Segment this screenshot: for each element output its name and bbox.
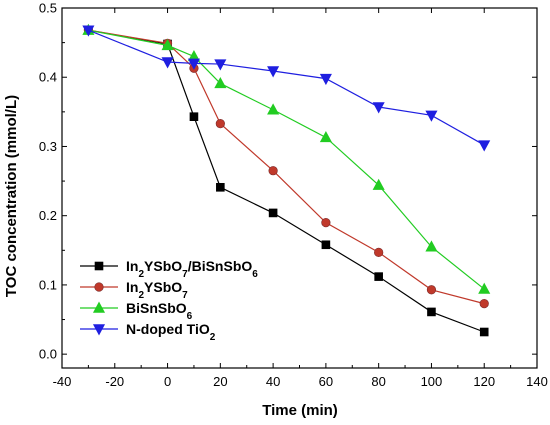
y-tick-label: 0.5 (39, 1, 57, 16)
data-point (478, 140, 491, 152)
legend: In2YSbO7/BiSnSbO6In2YSbO7BiSnSbO6N-doped… (80, 258, 258, 343)
y-axis: 0.0 0.1 0.2 0.3 0.4 0.5 (39, 1, 537, 362)
x-tick-label: 120 (473, 374, 495, 389)
data-point (216, 183, 225, 192)
x-tick-label: 20 (213, 374, 227, 389)
data-point (214, 59, 227, 71)
legend-marker (92, 301, 106, 313)
data-point (374, 247, 384, 257)
data-point (479, 299, 489, 309)
data-point (214, 77, 227, 89)
data-point (425, 110, 438, 122)
series-1 (83, 25, 489, 309)
x-axis: -40 -20 0 20 40 60 80 100 120 140 (53, 8, 548, 389)
data-point (478, 282, 491, 294)
legend-label: In2YSbO7 (126, 279, 188, 301)
x-tick-label: -20 (105, 374, 124, 389)
legend-marker (94, 261, 104, 271)
legend-marker (92, 324, 106, 336)
series-line (88, 29, 485, 146)
data-point (319, 73, 332, 86)
legend-label: In2YSbO7/BiSnSbO6 (126, 258, 258, 280)
x-tick-label: 80 (371, 374, 385, 389)
y-tick-label: 0.0 (39, 347, 57, 362)
series-line (88, 29, 485, 290)
y-tick-label: 0.3 (39, 139, 57, 154)
x-tick-label: -40 (53, 374, 72, 389)
data-point (161, 57, 174, 69)
data-point (479, 327, 489, 337)
data-point (187, 58, 200, 70)
y-axis-title: TOC concentration (mmol/L) (3, 95, 20, 297)
data-point (425, 240, 438, 252)
x-axis-title: Time (min) (262, 402, 338, 419)
data-point (426, 285, 437, 295)
data-point (161, 38, 174, 51)
legend-item: In2YSbO7/BiSnSbO6 (80, 258, 258, 280)
y-tick-label: 0.4 (39, 70, 57, 85)
data-point (82, 25, 95, 37)
data-point (189, 112, 199, 121)
series-layer (82, 23, 491, 337)
legend-label: BiSnSbO6 (126, 300, 193, 322)
data-point (372, 178, 385, 190)
legend-marker (94, 282, 104, 292)
x-tick-label: 140 (526, 374, 548, 389)
data-point (267, 66, 280, 78)
data-point (321, 240, 331, 250)
legend-item: In2YSbO7 (80, 279, 188, 301)
series-3 (82, 25, 491, 152)
data-point (374, 272, 383, 281)
y-tick-label: 0.2 (39, 208, 57, 223)
legend-item: BiSnSbO6 (80, 300, 193, 322)
data-point (268, 208, 278, 218)
x-tick-label: 100 (421, 374, 443, 389)
series-2 (82, 23, 491, 294)
data-point (319, 131, 332, 143)
legend-item: N-doped TiO2 (80, 321, 216, 343)
data-point (215, 119, 225, 129)
x-tick-label: 60 (319, 374, 333, 389)
x-tick-label: 40 (266, 374, 280, 389)
data-point (267, 103, 280, 115)
x-tick-label: 0 (164, 374, 171, 389)
data-point (268, 166, 278, 176)
data-point (427, 307, 436, 317)
data-point (321, 218, 331, 228)
legend-label: N-doped TiO2 (126, 321, 216, 343)
y-tick-label: 0.1 (39, 277, 57, 292)
data-point (372, 102, 385, 114)
